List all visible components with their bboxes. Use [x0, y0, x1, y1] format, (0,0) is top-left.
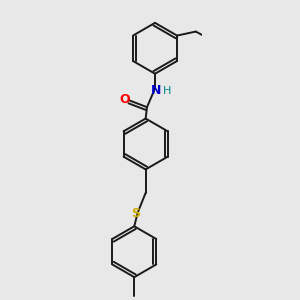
- Text: O: O: [120, 93, 130, 106]
- Text: S: S: [131, 207, 140, 220]
- Text: H: H: [163, 86, 171, 96]
- Text: N: N: [151, 84, 161, 97]
